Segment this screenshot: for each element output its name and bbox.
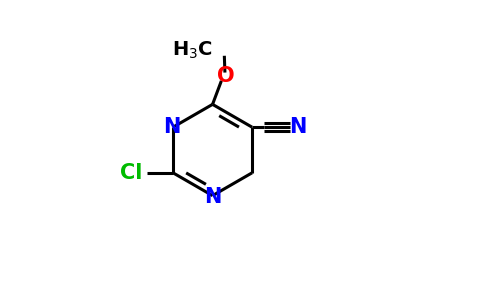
Text: N: N xyxy=(204,187,221,207)
Text: N: N xyxy=(289,117,306,137)
Text: O: O xyxy=(217,66,235,86)
Text: H$_3$C: H$_3$C xyxy=(172,39,212,61)
Text: N: N xyxy=(163,117,180,137)
Text: Cl: Cl xyxy=(120,163,142,183)
